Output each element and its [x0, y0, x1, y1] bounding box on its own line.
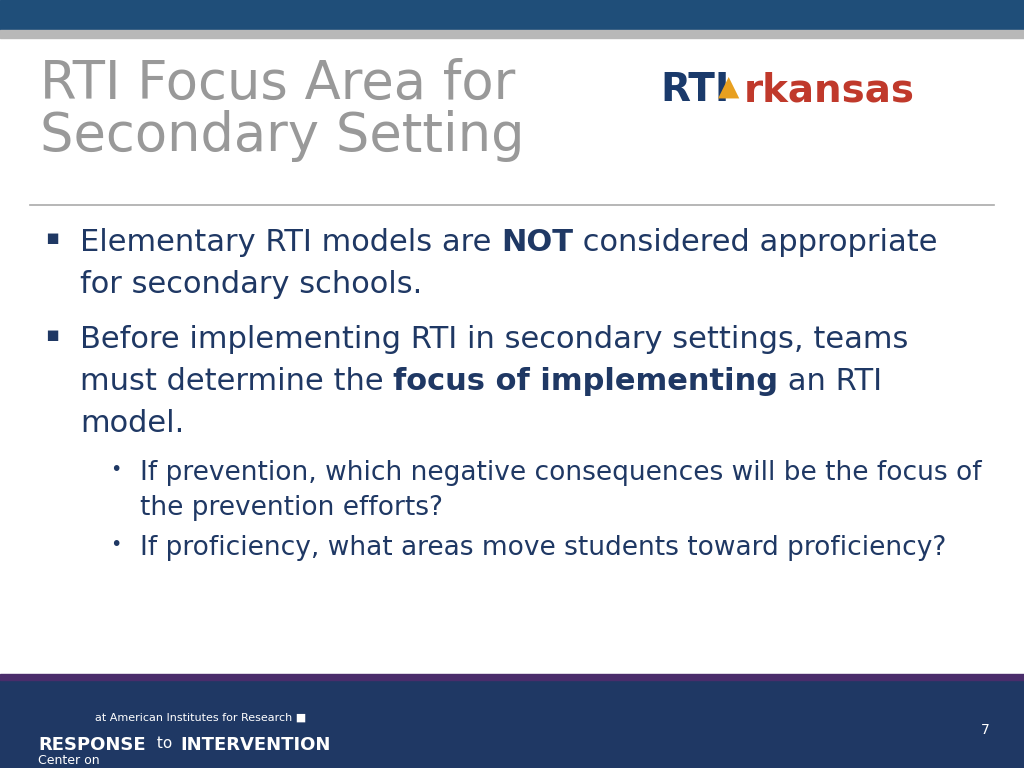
- Text: INTERVENTION: INTERVENTION: [180, 736, 331, 754]
- Text: focus of implementing: focus of implementing: [393, 367, 778, 396]
- Bar: [0, 30, 1024, 38]
- Text: •: •: [110, 535, 122, 554]
- Text: ▪: ▪: [45, 228, 59, 248]
- Text: to: to: [152, 736, 177, 751]
- Text: Secondary Setting: Secondary Setting: [40, 110, 524, 162]
- Text: If proficiency, what areas move students toward proficiency?: If proficiency, what areas move students…: [140, 535, 946, 561]
- Text: rkansas: rkansas: [744, 71, 915, 109]
- Text: Elementary RTI models are: Elementary RTI models are: [80, 228, 501, 257]
- Bar: [0, 0, 1024, 30]
- Text: for secondary schools.: for secondary schools.: [80, 270, 422, 299]
- Bar: [0, 680, 1024, 768]
- Text: RTI: RTI: [660, 71, 729, 109]
- Text: If prevention, which negative consequences will be the focus of: If prevention, which negative consequenc…: [140, 460, 982, 486]
- Text: •: •: [110, 460, 122, 479]
- Text: model.: model.: [80, 409, 184, 438]
- Text: NOT: NOT: [501, 228, 573, 257]
- Bar: [0, 674, 1024, 680]
- Text: Center on: Center on: [38, 754, 99, 767]
- Text: Before implementing RTI in secondary settings, teams: Before implementing RTI in secondary set…: [80, 325, 908, 354]
- Text: an RTI: an RTI: [778, 367, 883, 396]
- Text: RTI Focus Area for: RTI Focus Area for: [40, 58, 515, 110]
- Text: ▪: ▪: [45, 325, 59, 345]
- Text: must determine the: must determine the: [80, 367, 393, 396]
- Text: at American Institutes for Research ■: at American Institutes for Research ■: [95, 713, 306, 723]
- Text: the prevention efforts?: the prevention efforts?: [140, 495, 443, 521]
- Text: ▲: ▲: [718, 73, 739, 101]
- Text: considered appropriate: considered appropriate: [573, 228, 938, 257]
- Text: RESPONSE: RESPONSE: [38, 736, 145, 754]
- Text: 7: 7: [981, 723, 990, 737]
